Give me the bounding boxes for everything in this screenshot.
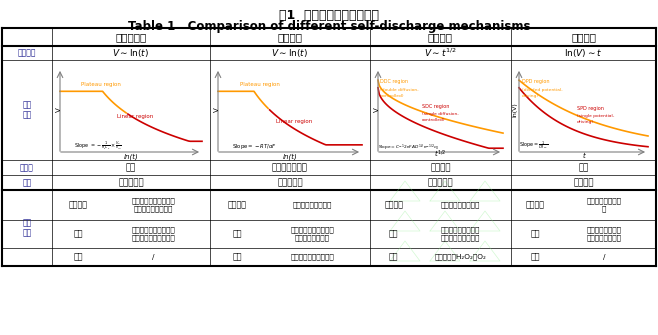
Text: Slope $= -\frac{1}{R_s C_1} \times \frac{V_0}{V_{in}}$: Slope $= -\frac{1}{R_s C_1} \times \frac… — [74, 140, 122, 152]
Text: $V \sim \ln(t)$: $V \sim \ln(t)$ — [113, 47, 149, 59]
Bar — [2, 28, 656, 46]
Text: 充电协议: 充电协议 — [526, 201, 545, 209]
Text: /: / — [152, 254, 155, 260]
Text: 影响
因素: 影响 因素 — [22, 218, 32, 238]
Text: DPD region: DPD region — [522, 79, 549, 84]
Text: Slope$= \frac{1}{CR_{12}}$: Slope$= \frac{1}{CR_{12}}$ — [519, 140, 548, 152]
Text: V: V — [374, 108, 380, 112]
Text: 扩散控制: 扩散控制 — [428, 32, 453, 42]
Text: driving): driving) — [577, 120, 594, 124]
Text: controlled): controlled) — [422, 118, 445, 122]
Text: 起源: 起源 — [22, 178, 32, 187]
Text: 充电协议: 充电协议 — [384, 201, 403, 209]
Text: controlled): controlled) — [380, 93, 404, 97]
Text: $\ln(V) \sim t$: $\ln(V) \sim t$ — [565, 47, 603, 59]
Text: SDC region: SDC region — [422, 104, 449, 109]
Text: 金属离子、H₂O₂、O₂: 金属离子、H₂O₂、O₂ — [434, 254, 486, 260]
Text: 材料: 材料 — [530, 229, 540, 239]
Text: (single diffusion-: (single diffusion- — [422, 112, 459, 116]
Text: 材料: 材料 — [232, 229, 241, 239]
Text: 杂质: 杂质 — [232, 253, 241, 262]
Text: 驱动力: 驱动力 — [20, 163, 34, 172]
Text: 电极（官能团）、: 电极（官能团）、 — [586, 227, 621, 233]
Text: ln(t): ln(t) — [124, 153, 138, 159]
Text: 特征
曲线: 特征 曲线 — [22, 100, 32, 120]
Text: 杂质: 杂质 — [74, 253, 84, 262]
Text: /: / — [603, 254, 605, 260]
Text: Slope$=C^{-1}2\pi FAD^{1/2}\pi^{-1/2}c_0$: Slope$=C^{-1}2\pi FAD^{1/2}\pi^{-1/2}c_0… — [378, 143, 440, 153]
Text: 有机电解液中的痕量水: 有机电解液中的痕量水 — [291, 254, 334, 260]
Text: 电场: 电场 — [126, 163, 136, 172]
Text: driving): driving) — [522, 93, 539, 97]
Text: 表1  不同自放电机制的比较: 表1 不同自放电机制的比较 — [279, 9, 379, 22]
Text: Linear region: Linear region — [276, 119, 312, 124]
Text: (divided potential-: (divided potential- — [522, 88, 563, 92]
Text: t: t — [582, 153, 585, 159]
Text: 活化控制: 活化控制 — [278, 32, 303, 42]
Text: Plateau region: Plateau region — [82, 82, 121, 87]
Text: 电极材料（孔结构）、: 电极材料（孔结构）、 — [131, 227, 175, 233]
Text: (double diffusion-: (double diffusion- — [380, 88, 419, 92]
Text: (single potential-: (single potential- — [577, 114, 615, 118]
Text: ln(t): ln(t) — [283, 153, 297, 159]
Text: 充电协议: 充电协议 — [228, 201, 246, 209]
Text: $V \sim t^{1/2}$: $V \sim t^{1/2}$ — [424, 47, 457, 59]
Text: 非均态充电: 非均态充电 — [118, 178, 144, 187]
Text: $V \sim \ln(t)$: $V \sim \ln(t)$ — [271, 47, 309, 59]
Text: SPD region: SPD region — [577, 106, 604, 111]
Text: 充电协议: 充电协议 — [69, 201, 88, 209]
Text: Plateau region: Plateau region — [240, 82, 280, 87]
Text: 电极（孔结构、官能: 电极（孔结构、官能 — [441, 227, 480, 233]
Text: 电化学反应: 电化学反应 — [277, 178, 303, 187]
Text: 杂质: 杂质 — [389, 253, 399, 262]
Text: Table 1   Comparison of different self-discharge mechanisms: Table 1 Comparison of different self-dis… — [128, 20, 530, 33]
Text: 电场（过电势）: 电场（过电势） — [272, 163, 308, 172]
Text: 材料: 材料 — [74, 229, 84, 239]
Text: Slope$=-RT/\alpha F$: Slope$=-RT/\alpha F$ — [232, 142, 277, 151]
Text: V: V — [214, 108, 220, 112]
Text: 团）、电芯（厚度）: 团）、电芯（厚度） — [441, 235, 480, 241]
Text: 充电历史、工作温度: 充电历史、工作温度 — [134, 206, 173, 212]
Text: $t^{1/2}$: $t^{1/2}$ — [434, 149, 447, 160]
Text: 线性关系: 线性关系 — [18, 49, 36, 58]
Text: 电荷再分布: 电荷再分布 — [115, 32, 147, 42]
Text: 电场: 电场 — [578, 163, 589, 172]
Text: 充电电压、工作温度: 充电电压、工作温度 — [293, 202, 332, 208]
Text: 电化学反应: 电化学反应 — [428, 178, 453, 187]
Text: 杂质: 杂质 — [530, 253, 540, 262]
Text: 电芯（结构缺陷）: 电芯（结构缺陷） — [586, 235, 621, 241]
Text: DDC region: DDC region — [380, 79, 409, 84]
Text: 浓度梯度: 浓度梯度 — [430, 163, 451, 172]
Text: 电势驱动: 电势驱动 — [571, 32, 596, 42]
Text: 欧姆泄漏: 欧姆泄漏 — [573, 178, 594, 187]
Text: 充电电压、工作温度: 充电电压、工作温度 — [441, 202, 480, 208]
Text: 充电电压、充电电流、: 充电电压、充电电流、 — [131, 198, 175, 204]
Text: 电解液（离子电导率）: 电解液（离子电导率） — [131, 235, 175, 241]
Text: Linear region: Linear region — [117, 114, 153, 119]
Text: 充电电压、工作温: 充电电压、工作温 — [586, 198, 621, 204]
Text: 度: 度 — [601, 206, 606, 212]
Text: V: V — [56, 108, 62, 112]
Text: 材料: 材料 — [389, 229, 399, 239]
Text: ln(V): ln(V) — [512, 103, 517, 117]
Text: 解液（分解电势）: 解液（分解电势） — [295, 235, 330, 241]
Text: 电极（活性位点）、电: 电极（活性位点）、电 — [291, 227, 334, 233]
